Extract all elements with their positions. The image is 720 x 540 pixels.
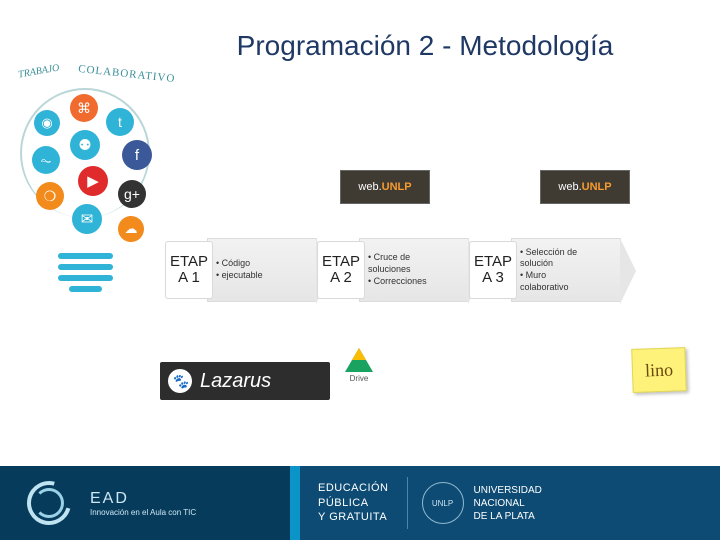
pin-icon: ✉ — [72, 204, 102, 234]
footer-left-big: EAD — [90, 489, 196, 508]
paw-icon: 🐾 — [168, 369, 192, 393]
footer-mid-l3: Y GRATUITA — [318, 510, 389, 525]
stage-block-2: ETAPA 2 — [317, 241, 365, 299]
stage-bullet: • Selección de solución — [520, 247, 620, 270]
stages-row: ETAPA 1• Código• ejecutableETAPA 2• Cruc… — [165, 230, 710, 310]
unlp-seal-icon: UNLP — [422, 482, 464, 524]
bulb-label-right: COLABORATIVO — [78, 63, 176, 85]
bulb-label-left: TRABAJO — [17, 62, 60, 80]
cloud-icon: ☁ — [118, 216, 144, 242]
footer-right: UNLP UNIVERSIDAD NACIONAL DE LA PLATA — [408, 482, 542, 524]
bulb-base — [58, 253, 113, 297]
drive-label: Drive — [338, 374, 380, 383]
rss-icon: ❍ — [36, 182, 64, 210]
footer-right-text: UNIVERSIDAD NACIONAL DE LA PLATA — [474, 484, 542, 523]
page-title: Programación 2 - Metodología — [160, 30, 690, 62]
footer-left-small: Innovación en el Aula con TIC — [90, 508, 196, 518]
stage-block-1: ETAPA 1 — [165, 241, 213, 299]
ead-logo-icon — [20, 474, 78, 532]
footer-separator-icon — [290, 466, 300, 540]
footer-mid: EDUCACIÓN PÚBLICA Y GRATUITA — [300, 481, 407, 526]
footer-mid-l2: PÚBLICA — [318, 496, 389, 511]
webunlp-brand: UNLP — [382, 181, 412, 193]
people-icon: ⌘ — [70, 94, 98, 122]
stage-arrow-2: • Cruce de soluciones• Correcciones — [359, 238, 469, 302]
drive-icon — [345, 348, 373, 372]
gplus-icon: g+ — [118, 180, 146, 208]
lazarus-label: Lazarus — [200, 370, 271, 393]
stage-arrow-3: • Selección de solución• Muro colaborati… — [511, 238, 621, 302]
bulb-graphic: TRABAJO COLABORATIVO ⌘t◉f⚉▶⏦g+❍✉☁ — [8, 70, 163, 315]
lazarus-badge: 🐾 Lazarus — [160, 362, 330, 400]
footer-right-l3: DE LA PLATA — [474, 510, 542, 523]
stage-bullet: • Muro colaborativo — [520, 270, 620, 293]
stage-bullet: • ejecutable — [216, 270, 316, 282]
facebook-icon: f — [122, 140, 152, 170]
footer-right-l1: UNIVERSIDAD — [474, 484, 542, 497]
webunlp-prefix: web. — [358, 181, 381, 193]
webunlp-brand: UNLP — [582, 181, 612, 193]
footer-right-l2: NACIONAL — [474, 497, 542, 510]
footer-left: EAD Innovación en el Aula con TIC — [0, 466, 290, 540]
footer-left-text: EAD Innovación en el Aula con TIC — [90, 489, 196, 518]
group-icon: ⚉ — [70, 130, 100, 160]
stage-bullet: • Cruce de soluciones — [368, 252, 468, 275]
stage-3: ETAPA 3• Selección de solución• Muro col… — [469, 234, 621, 306]
youtube-icon: ▶ — [78, 166, 108, 196]
camera-icon: ◉ — [34, 110, 60, 136]
drive-badge: Drive — [338, 348, 380, 383]
webunlp-badge-2: web.UNLP — [540, 170, 630, 204]
lino-note: lino — [631, 347, 687, 393]
stage-1: ETAPA 1• Código• ejecutable — [165, 234, 317, 306]
stage-bullet: • Correcciones — [368, 276, 468, 288]
webunlp-prefix: web. — [558, 181, 581, 193]
stage-2: ETAPA 2• Cruce de soluciones• Correccion… — [317, 234, 469, 306]
footer: EAD Innovación en el Aula con TIC EDUCAC… — [0, 466, 720, 540]
stage-bullet: • Código — [216, 258, 316, 270]
signal-icon: ⏦ — [32, 146, 60, 174]
twitter-icon: t — [106, 108, 134, 136]
stage-block-3: ETAPA 3 — [469, 241, 517, 299]
webunlp-badge-1: web.UNLP — [340, 170, 430, 204]
footer-mid-l1: EDUCACIÓN — [318, 481, 389, 496]
stage-arrow-1: • Código• ejecutable — [207, 238, 317, 302]
